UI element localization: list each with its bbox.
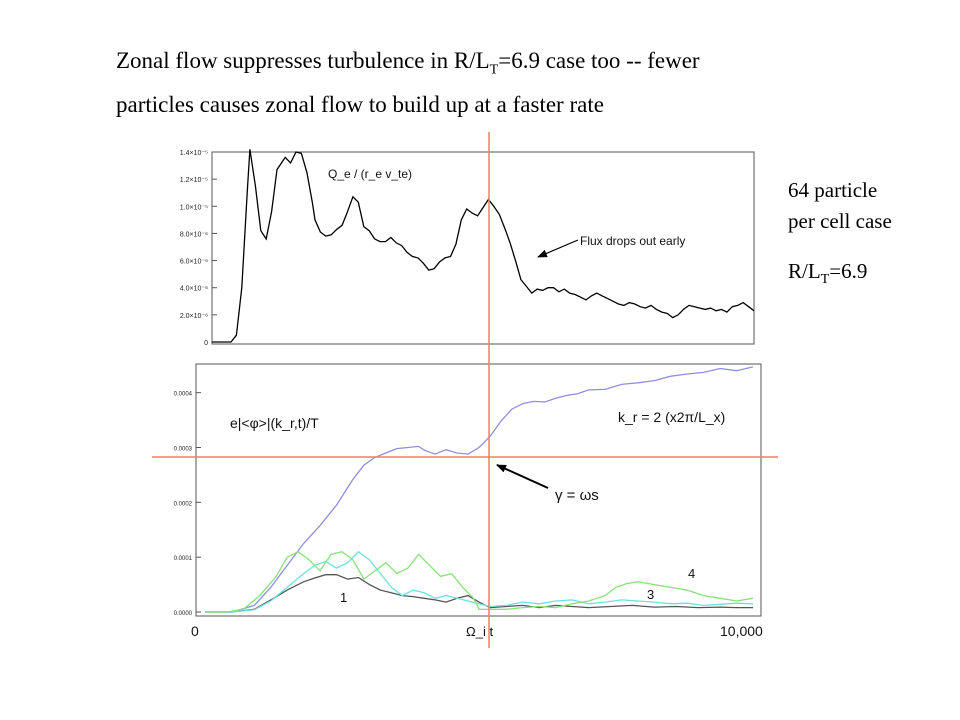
rlt-suffix: =6.9 bbox=[829, 259, 868, 283]
x-tick-0: 0 bbox=[191, 623, 199, 639]
series-label-1: 1 bbox=[340, 590, 347, 605]
top-ytick-label: 1.4×10⁻⁵ bbox=[180, 150, 208, 157]
top-ytick-label: 8.0×10⁻⁶ bbox=[180, 231, 208, 238]
series-label-4: 4 bbox=[688, 566, 695, 581]
title-line1-sub: T bbox=[489, 62, 499, 78]
rlt-note: R/LT=6.9 bbox=[788, 256, 867, 295]
x-label: Ω_i t bbox=[466, 624, 493, 639]
series-line-kr2 bbox=[205, 366, 754, 613]
case-line2: per cell case bbox=[788, 209, 892, 233]
top-ytick-label: 1.2×10⁻⁵ bbox=[180, 177, 208, 184]
series-line-kr3 bbox=[205, 550, 754, 613]
top-y-ticks: 0 2.0×10⁻⁶ 4.0×10⁻⁶ 6.0×10⁻⁶ 8.0×10⁻⁶ 1.0×10⁻… bbox=[180, 150, 217, 347]
rlt-sub: T bbox=[820, 272, 830, 288]
slide-title: Zonal flow suppresses turbulence in R/LT… bbox=[116, 44, 816, 122]
top-ytick-label: 0 bbox=[204, 340, 208, 347]
series-label-3: 3 bbox=[647, 587, 654, 602]
top-ytick-label: 4.0×10⁻⁶ bbox=[180, 286, 208, 293]
case-line1: 64 particle bbox=[788, 178, 878, 202]
bottom-ytick-label: 0.0000 bbox=[174, 611, 193, 617]
title-line1-suffix: =6.9 case too -- fewer bbox=[498, 48, 700, 73]
top-ytick-label: 1.0×10⁻⁵ bbox=[180, 204, 208, 211]
gamma-arrow bbox=[496, 464, 549, 489]
bottom-ytick-label: 0.0004 bbox=[174, 392, 193, 398]
case-note: 64 particle per cell case bbox=[788, 175, 892, 237]
bottom-plot-frame bbox=[195, 363, 762, 617]
top-panel: 0 2.0×10⁻⁶ 4.0×10⁻⁶ 6.0×10⁻⁶ 8.0×10⁻⁶ 1.0×10⁻… bbox=[180, 149, 755, 347]
series-line-kr4 bbox=[205, 550, 754, 613]
bottom-ytick-label: 0.0002 bbox=[174, 501, 193, 507]
rlt-prefix: R/L bbox=[788, 259, 821, 283]
bottom-ytick-label: 0.0001 bbox=[174, 556, 193, 562]
bottom-y-ticks: 0.0000 0.0001 0.0002 0.0003 0.0004 bbox=[174, 392, 201, 617]
gamma-label: γ = ωs bbox=[555, 487, 599, 504]
title-line2: particles causes zonal flow to build up … bbox=[116, 91, 604, 117]
flux-annotation: Flux drops out early bbox=[537, 234, 685, 258]
bottom-series bbox=[205, 366, 754, 613]
series-line-kr1 bbox=[205, 574, 753, 613]
top-ytick-label: 2.0×10⁻⁶ bbox=[180, 313, 208, 320]
top-ytick-label: 6.0×10⁻⁶ bbox=[180, 259, 208, 266]
bottom-ylabel: e|<φ>|(k_r,t)/T bbox=[230, 415, 319, 431]
flux-annotation-label: Flux drops out early bbox=[580, 234, 685, 248]
bottom-ytick-label: 0.0003 bbox=[174, 447, 193, 453]
bottom-panel: 0.0000 0.0001 0.0002 0.0003 0.0004 e|<φ>|(k_… bbox=[174, 363, 763, 639]
top-ylabel: Q_e / (r_e v_te) bbox=[328, 167, 412, 181]
top-plot-frame bbox=[211, 151, 755, 345]
title-line1-prefix: Zonal flow suppresses turbulence in R/L bbox=[116, 48, 490, 73]
x-tick-end: 10,000 bbox=[720, 623, 763, 639]
flux-arrow bbox=[537, 239, 579, 258]
kr-label: k_r = 2 (x2π/L_x) bbox=[618, 409, 725, 425]
